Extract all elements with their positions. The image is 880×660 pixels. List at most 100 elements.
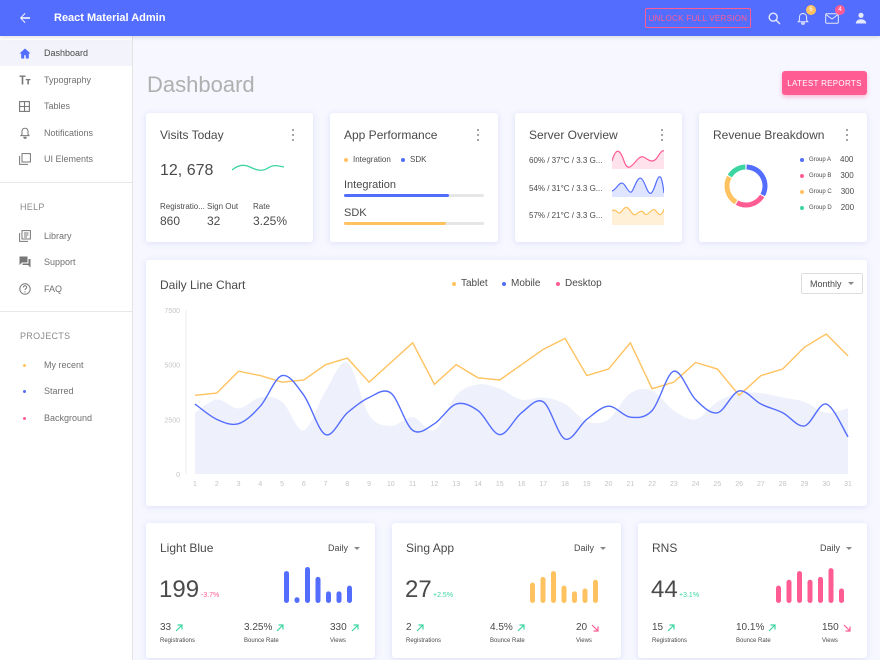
sidebar-item-label: Tables bbox=[44, 101, 71, 111]
messages-mail-icon[interactable]: 4 bbox=[824, 5, 845, 26]
more-vert-icon[interactable] bbox=[845, 129, 849, 141]
notifications-bell-icon[interactable]: 6 bbox=[795, 5, 816, 26]
sidebar-item-tables[interactable]: Tables bbox=[0, 93, 132, 119]
back-arrow-icon[interactable] bbox=[17, 10, 33, 26]
x-tick-label: 18 bbox=[561, 481, 569, 488]
legend-label: Group C bbox=[809, 188, 832, 195]
legend-dot bbox=[800, 205, 804, 210]
card-title: Light Blue bbox=[160, 541, 214, 555]
stat-value: 3.25% bbox=[253, 214, 288, 228]
x-tick-label: 12 bbox=[431, 481, 439, 488]
messages-badge: 4 bbox=[835, 5, 845, 15]
y-tick-label: 5000 bbox=[164, 363, 180, 370]
x-tick-label: 15 bbox=[496, 481, 504, 488]
card-title: Visits Today bbox=[160, 128, 224, 142]
x-tick-label: 4 bbox=[258, 481, 262, 488]
stat-label: Sign Out bbox=[207, 202, 239, 211]
sidebar-item-ui-elements[interactable]: UI Elements bbox=[0, 146, 132, 172]
x-tick-label: 19 bbox=[583, 481, 591, 488]
server-row-label: 60% / 37°C / 3.3 G... bbox=[529, 156, 603, 165]
stat-value: 860 bbox=[160, 214, 181, 228]
search-icon[interactable] bbox=[766, 10, 782, 26]
app-stat-value: 3.25% bbox=[244, 622, 273, 633]
period-select[interactable]: Daily bbox=[820, 543, 853, 553]
sidebar-item-faq[interactable]: FAQ bbox=[0, 276, 132, 302]
card-title: Daily Line Chart bbox=[160, 278, 246, 292]
latest-reports-button[interactable]: LATEST REPORTS bbox=[782, 71, 867, 95]
forum-icon bbox=[18, 256, 31, 269]
x-tick-label: 29 bbox=[801, 481, 809, 488]
more-vert-icon[interactable] bbox=[476, 129, 480, 141]
visits-sparkline bbox=[232, 164, 284, 171]
app-header: React Material Admin UNLOCK FULL VERSION… bbox=[0, 0, 880, 36]
app-bar bbox=[561, 585, 567, 603]
sidebar-project-background[interactable]: Background bbox=[0, 405, 132, 431]
period-select[interactable]: Daily bbox=[574, 543, 607, 553]
stat-value: 32 bbox=[207, 214, 221, 228]
sidebar-item-typography[interactable]: Typography bbox=[0, 67, 132, 93]
x-tick-label: 3 bbox=[237, 481, 241, 488]
server-row-label: 54% / 31°C / 3.3 G... bbox=[529, 184, 603, 193]
app-bar bbox=[828, 568, 834, 603]
sidebar-item-library[interactable]: Library bbox=[0, 223, 132, 249]
sidebar-item-support[interactable]: Support bbox=[0, 249, 132, 275]
x-tick-label: 31 bbox=[844, 481, 852, 488]
sidebar-project-starred[interactable]: Starred bbox=[0, 378, 132, 404]
card-title: RNS bbox=[652, 541, 678, 555]
legend-value: 300 bbox=[840, 187, 855, 196]
series-desktop-area bbox=[195, 361, 848, 474]
app-stat: 10.1% Bounce Rate bbox=[736, 622, 776, 644]
x-tick-label: 1 bbox=[193, 481, 197, 488]
app-bar bbox=[807, 579, 813, 603]
sidebar-project-my-recent[interactable]: My recent bbox=[0, 352, 132, 378]
sidebar-item-label: Background bbox=[44, 413, 93, 423]
legend-mobile: Mobile bbox=[502, 278, 540, 289]
app-bar bbox=[786, 579, 792, 603]
sidebar-item-notifications[interactable]: Notifications bbox=[0, 120, 132, 146]
trending-up-icon bbox=[175, 623, 183, 631]
unlock-full-version-button[interactable]: UNLOCK FULL VERSION bbox=[645, 8, 751, 28]
server-sparkline-2 bbox=[612, 176, 664, 197]
x-tick-label: 25 bbox=[714, 481, 722, 488]
legend-desktop: Desktop bbox=[556, 278, 602, 289]
trending-up-icon bbox=[517, 623, 525, 631]
app-stat-value: 10.1% bbox=[736, 622, 765, 633]
help-section-title: HELP bbox=[20, 202, 45, 212]
app-performance-card: App Performance Integration SDK Integrat… bbox=[330, 113, 498, 242]
app-main-value: 44 bbox=[651, 576, 678, 603]
app-bar bbox=[315, 576, 321, 603]
app-bar bbox=[347, 585, 352, 603]
legend-label: Tablet bbox=[461, 278, 488, 289]
y-tick-label: 0 bbox=[176, 472, 180, 479]
x-tick-label: 30 bbox=[822, 481, 830, 488]
period-select[interactable]: Daily bbox=[328, 543, 361, 553]
chevron-down-icon bbox=[354, 546, 361, 550]
sidebar-divider bbox=[0, 182, 132, 183]
daily-line-chart-card: Daily Line Chart Tablet Mobile Desktop M… bbox=[146, 260, 867, 506]
server-overview-card: Server Overview 60% / 37°C / 3.3 G... 54… bbox=[515, 113, 682, 242]
integration-progress-fill bbox=[344, 194, 449, 197]
series-tablet-line bbox=[194, 333, 849, 397]
app-change-percent: +3.1% bbox=[679, 592, 700, 599]
app-stat-label: Views bbox=[330, 638, 346, 644]
app-bar bbox=[540, 576, 546, 603]
filter-icon bbox=[18, 153, 31, 166]
x-tick-label: 23 bbox=[670, 481, 678, 488]
more-vert-icon[interactable] bbox=[660, 129, 664, 141]
app-stat-value: 150 bbox=[822, 622, 839, 633]
legend-label: Group A bbox=[809, 156, 832, 163]
x-tick-label: 28 bbox=[779, 481, 787, 488]
app-stat-value: 2 bbox=[406, 622, 412, 633]
account-user-icon[interactable] bbox=[853, 10, 869, 26]
sidebar-item-dashboard[interactable]: Dashboard bbox=[0, 40, 132, 66]
chevron-down-icon bbox=[847, 282, 854, 285]
app-bar bbox=[305, 567, 310, 603]
sidebar-item-label: Typography bbox=[44, 75, 92, 85]
period-select[interactable]: Monthly bbox=[801, 273, 863, 294]
app-stats-card: RNS Daily 44 +3.1% 15 Registrations 10.1… bbox=[638, 523, 867, 658]
more-vert-icon[interactable] bbox=[291, 129, 295, 141]
sidebar-divider bbox=[0, 311, 132, 312]
app-bar bbox=[294, 597, 300, 603]
projects-section-title: PROJECTS bbox=[20, 331, 71, 341]
app-bar bbox=[582, 588, 588, 603]
